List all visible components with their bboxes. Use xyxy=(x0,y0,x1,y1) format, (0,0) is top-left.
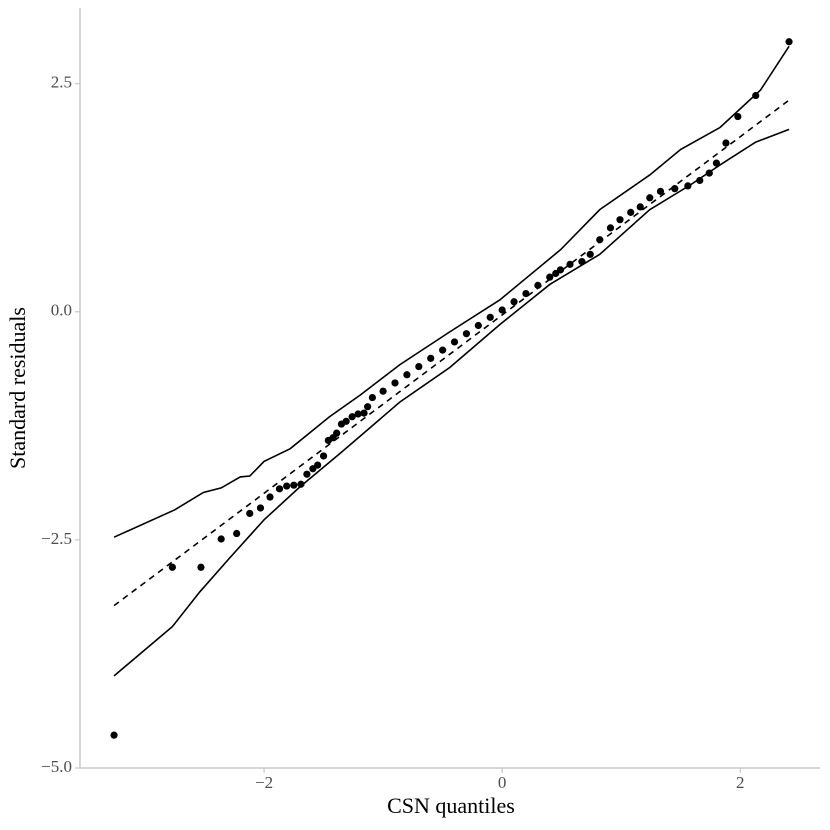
envelope-lower xyxy=(113,128,790,677)
point xyxy=(415,362,423,371)
point xyxy=(705,169,713,177)
point xyxy=(752,91,760,100)
point xyxy=(333,429,341,437)
point xyxy=(319,452,328,460)
point xyxy=(427,354,435,362)
point xyxy=(368,393,376,402)
point xyxy=(712,159,721,167)
point xyxy=(556,266,565,274)
point xyxy=(684,182,692,190)
point xyxy=(450,338,459,346)
point xyxy=(197,563,205,571)
point xyxy=(303,470,311,478)
point xyxy=(297,480,305,488)
y-tick-label: −5.0 xyxy=(41,757,72,776)
point xyxy=(233,529,241,538)
point xyxy=(439,346,447,354)
point xyxy=(379,387,387,395)
point xyxy=(785,38,793,46)
x-axis-title: CSN quantiles xyxy=(387,793,515,818)
point xyxy=(722,139,730,147)
point xyxy=(534,281,542,289)
point xyxy=(266,493,274,501)
point xyxy=(596,236,604,244)
y-tick-label: 2.5 xyxy=(51,73,72,92)
point xyxy=(636,203,644,211)
point xyxy=(646,194,654,202)
point xyxy=(696,176,704,185)
point xyxy=(546,273,554,281)
point xyxy=(290,481,298,489)
point xyxy=(354,410,362,418)
point xyxy=(627,208,635,216)
y-tick-label: 0.0 xyxy=(51,301,72,320)
y-tick-label: −2.5 xyxy=(41,529,72,548)
point xyxy=(566,260,574,268)
point xyxy=(360,409,368,417)
point xyxy=(403,371,411,379)
x-tick-label: −2 xyxy=(255,773,273,792)
point xyxy=(246,509,254,518)
point xyxy=(342,417,350,425)
y-axis-title: Standard residuals xyxy=(5,307,30,469)
point xyxy=(256,504,265,512)
point xyxy=(474,321,482,330)
x-tick-label: 2 xyxy=(736,773,745,792)
point xyxy=(510,298,518,306)
point xyxy=(734,112,742,121)
point xyxy=(217,535,225,543)
point xyxy=(462,330,471,338)
x-tick-label: 0 xyxy=(498,773,507,792)
point xyxy=(522,289,530,298)
point xyxy=(606,224,615,232)
point xyxy=(314,461,322,469)
point xyxy=(486,313,494,321)
point xyxy=(671,185,679,193)
point xyxy=(348,413,356,421)
point xyxy=(168,563,176,571)
point xyxy=(110,731,118,739)
point xyxy=(616,216,624,224)
point xyxy=(391,379,399,387)
point xyxy=(498,306,506,314)
reference-line xyxy=(113,99,790,607)
point xyxy=(275,485,284,493)
point xyxy=(283,482,291,490)
envelope-upper xyxy=(113,45,790,538)
point xyxy=(578,258,586,266)
point xyxy=(656,187,665,195)
point xyxy=(364,403,372,411)
point xyxy=(586,250,594,258)
